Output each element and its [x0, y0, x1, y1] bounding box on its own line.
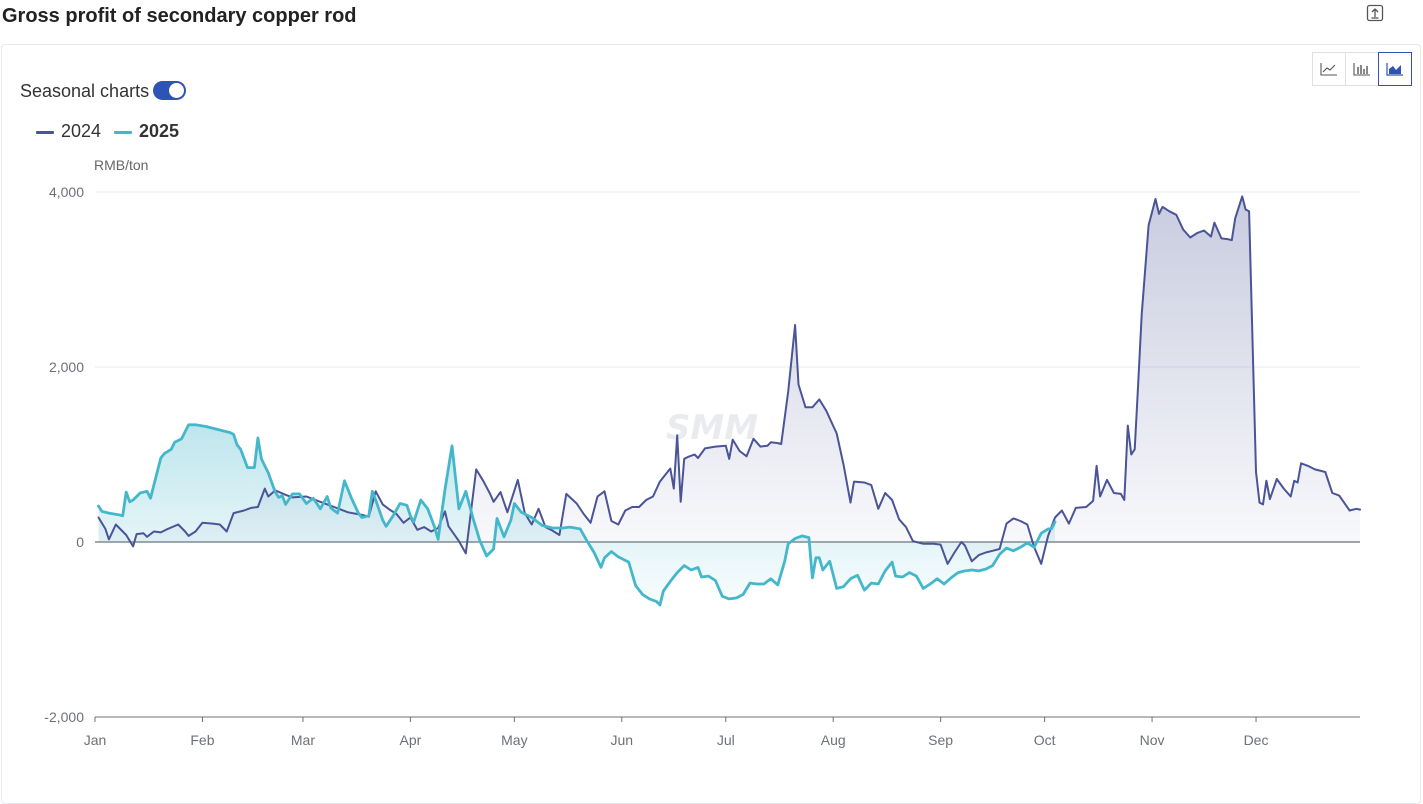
- x-tick-label: Feb: [190, 732, 214, 748]
- legend-item-2024[interactable]: 2024: [36, 121, 101, 142]
- area-fill-2025: [98, 424, 1055, 605]
- legend-item-2025[interactable]: 2025: [114, 121, 179, 142]
- series-line-2024[interactable]: [97, 195, 1361, 565]
- legend-label-2025: 2025: [139, 121, 180, 141]
- series-line-2025[interactable]: [97, 423, 1057, 607]
- x-tick-label: Jun: [611, 732, 634, 748]
- x-tick-label: Mar: [291, 732, 315, 748]
- x-tick-label: Aug: [821, 732, 846, 748]
- toggle-knob: [169, 83, 184, 98]
- y-tick-label: 4,000: [49, 184, 84, 200]
- x-tick-label: Sep: [928, 732, 953, 748]
- export-icon[interactable]: [1366, 4, 1384, 22]
- line-chart-icon: [1320, 63, 1337, 76]
- line-chart-button[interactable]: [1312, 52, 1346, 86]
- legend-swatch-2025: [114, 130, 132, 134]
- x-tick-label: May: [501, 732, 527, 748]
- page-title: Gross profit of secondary copper rod: [2, 5, 357, 27]
- seasonal-charts-label: Seasonal charts: [20, 81, 150, 101]
- bar-chart-icon: [1353, 63, 1370, 76]
- x-tick-label: Jul: [717, 732, 735, 748]
- y-tick-label: 0: [76, 534, 84, 550]
- x-tick-label: Jan: [84, 732, 107, 748]
- area-chart-button[interactable]: [1378, 52, 1412, 86]
- x-tick-label: Oct: [1034, 732, 1056, 748]
- seasonal-charts-toggle[interactable]: [153, 81, 186, 100]
- x-tick-label: Dec: [1244, 732, 1269, 748]
- area-chart-icon: [1386, 63, 1403, 76]
- watermark: SMM: [666, 408, 758, 448]
- y-tick-label: 2,000: [49, 359, 84, 375]
- y-axis-unit: RMB/ton: [94, 157, 149, 173]
- legend-swatch-2024: [36, 130, 54, 134]
- legend-label-2024: 2024: [61, 121, 102, 141]
- x-tick-label: Nov: [1140, 732, 1165, 748]
- chart-type-switcher: [1312, 52, 1412, 86]
- y-tick-label: -2,000: [44, 709, 84, 725]
- bar-chart-button[interactable]: [1345, 52, 1379, 86]
- x-tick-label: Apr: [399, 732, 421, 748]
